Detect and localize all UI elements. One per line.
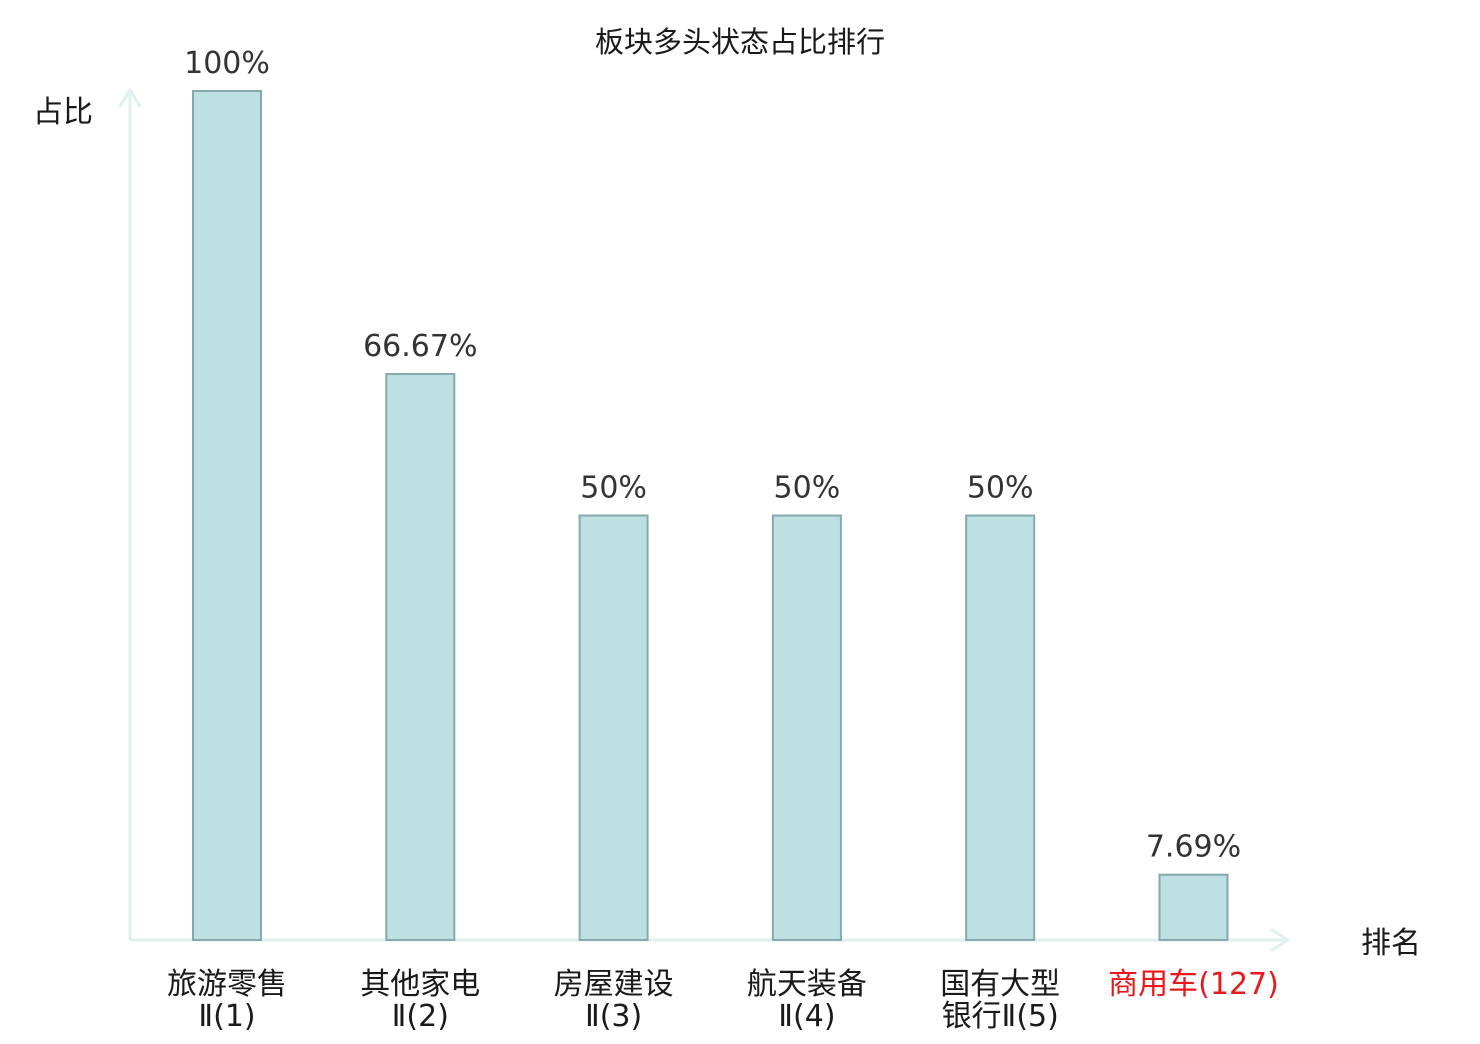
category-label-4: 航天装备 Ⅱ(4) — [747, 967, 867, 1034]
category-label-line: Ⅱ(2) — [392, 999, 449, 1034]
x-axis-arrow — [1270, 928, 1290, 952]
category-label-line: 国有大型 — [940, 967, 1060, 1002]
bar-4 — [771, 514, 842, 941]
bar-2 — [385, 373, 456, 941]
category-label-line: Ⅱ(1) — [198, 999, 255, 1034]
category-label-line: Ⅱ(4) — [778, 999, 835, 1034]
value-label-2: 66.67% — [363, 329, 477, 364]
y-axis-label: 占比 — [33, 95, 93, 130]
category-label-line: 航天装备 — [747, 967, 867, 1002]
category-label-6: 商用车(127) — [1108, 967, 1279, 1002]
category-label-line: 商用车(127) — [1108, 967, 1279, 1002]
category-label-5: 国有大型银行Ⅱ(5) — [940, 967, 1060, 1034]
value-labels: 100% 66.67% 50% 50% 50% 7.69% — [184, 46, 1241, 865]
bar-6 — [1158, 873, 1229, 942]
axes — [118, 88, 1290, 952]
category-label-line: 其他家电 — [360, 967, 480, 1002]
bar-1 — [192, 90, 262, 941]
value-label-5: 50% — [967, 471, 1034, 506]
x-axis-label: 排名 — [1361, 926, 1421, 961]
bar-5 — [965, 514, 1036, 941]
value-label-4: 50% — [774, 471, 841, 506]
bars — [192, 90, 1229, 942]
value-label-3: 50% — [580, 471, 647, 506]
value-label-6: 7.69% — [1146, 830, 1241, 865]
category-label-1: 旅游零售 Ⅱ(1) — [167, 967, 287, 1034]
bar-3 — [578, 514, 649, 941]
category-label-3: 房屋建设 Ⅱ(3) — [554, 967, 674, 1034]
category-label-line: Ⅱ(3) — [585, 999, 642, 1034]
category-label-line: 银行Ⅱ(5) — [942, 999, 1059, 1034]
category-label-line: 旅游零售 — [167, 967, 287, 1002]
chart-title: 板块多头状态占比排行 — [595, 25, 885, 59]
value-label-1: 100% — [184, 46, 270, 81]
category-label-line: 房屋建设 — [554, 967, 674, 1002]
category-labels: 旅游零售 Ⅱ(1) 其他家电 Ⅱ(2) 房屋建设 Ⅱ(3) 航天装备 Ⅱ(4) 国有大型银行Ⅱ(… — [167, 967, 1279, 1034]
y-axis-arrow — [118, 88, 142, 108]
category-label-2: 其他家电 Ⅱ(2) — [360, 967, 480, 1034]
